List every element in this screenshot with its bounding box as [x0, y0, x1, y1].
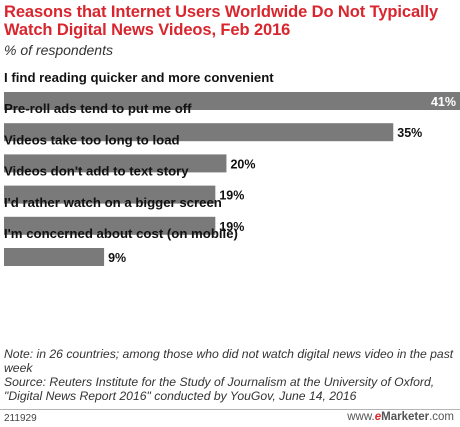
bar — [4, 185, 216, 204]
value-label: 41% — [431, 95, 456, 109]
bar — [4, 248, 105, 266]
category-label: Videos don't add to text story — [4, 164, 189, 179]
brand-prefix: www. — [347, 411, 375, 423]
value-label: 9% — [108, 251, 126, 265]
brand-suffix: .com — [429, 411, 454, 423]
brand-link[interactable]: www.eMarketer.com — [347, 411, 454, 423]
note-text: Note: in 26 countries; among those who d… — [4, 347, 454, 375]
chart-title: Reasons that Internet Users Worldwide Do… — [4, 3, 439, 39]
value-label: 19% — [219, 220, 244, 234]
brand-e: e — [374, 411, 382, 423]
chart-id: 211929 — [4, 413, 37, 424]
bar-chart: I find reading quicker and more convenie… — [4, 70, 460, 266]
brand-name: Marketer — [381, 411, 430, 423]
category-label: Videos take too long to load — [4, 132, 180, 147]
value-label: 35% — [397, 126, 422, 140]
value-label: 19% — [219, 189, 244, 203]
category-label: I'd rather watch on a bigger screen — [4, 195, 222, 210]
category-label: I find reading quicker and more convenie… — [4, 70, 274, 85]
category-label: Pre-roll ads tend to put me off — [4, 101, 192, 116]
footer-divider — [0, 409, 460, 410]
bar — [4, 123, 394, 142]
value-label: 20% — [230, 157, 255, 171]
notes-block: Note: in 26 countries; among those who d… — [4, 347, 458, 403]
chart-subtitle: % of respondents — [4, 42, 113, 58]
bar — [4, 92, 460, 110]
bar — [4, 216, 216, 235]
bar — [4, 154, 227, 173]
category-label: I'm concerned about cost (on mobile) — [4, 226, 238, 241]
source-text: Source: Reuters Institute for the Study … — [4, 375, 435, 403]
